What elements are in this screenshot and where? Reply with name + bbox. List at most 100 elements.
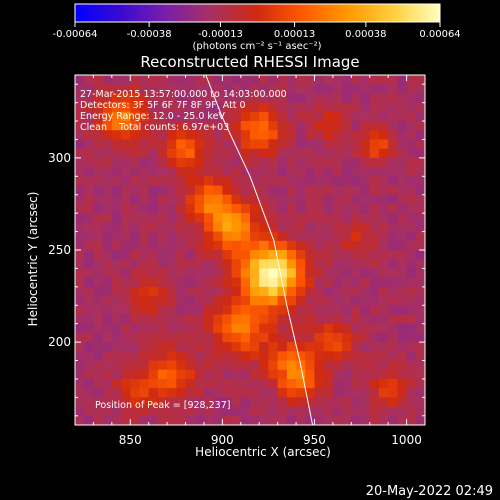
heatmap-cell — [286, 148, 297, 159]
heatmap-cell — [351, 305, 362, 316]
heatmap-cell — [415, 286, 425, 297]
heatmap-cell — [231, 176, 242, 187]
heatmap-cell — [277, 250, 288, 260]
heatmap-cell — [378, 369, 389, 380]
heatmap-cell — [388, 342, 398, 352]
heatmap-cell — [360, 305, 371, 316]
heatmap-cell — [332, 268, 343, 279]
heatmap-cell — [203, 378, 214, 389]
heatmap-cell — [406, 415, 417, 425]
heatmap-cell — [268, 130, 279, 141]
heatmap-cell — [213, 314, 223, 325]
heatmap-cell — [185, 296, 196, 306]
heatmap-cell — [277, 351, 288, 362]
heatmap-cell — [351, 259, 362, 270]
heatmap-cell — [250, 332, 260, 343]
heatmap-cell — [148, 102, 159, 113]
heatmap-cell — [213, 369, 223, 380]
heatmap-cell — [213, 351, 223, 362]
heatmap-cell — [296, 351, 306, 362]
heatmap-cell — [388, 305, 398, 316]
heatmap-cell — [111, 388, 122, 398]
heatmap-cell — [296, 213, 306, 223]
heatmap-cell — [111, 351, 122, 362]
heatmap-cell — [369, 369, 380, 380]
heatmap-cell — [194, 167, 205, 177]
heatmap-cell — [130, 102, 141, 113]
heatmap-cell — [305, 75, 316, 85]
heatmap-cell — [231, 231, 242, 242]
heatmap-cell — [231, 148, 242, 159]
heatmap-cell — [351, 240, 362, 251]
heatmap-cell — [305, 84, 316, 95]
heatmap-cell — [139, 176, 150, 187]
heatmap-cell — [121, 185, 131, 196]
heatmap-cell — [194, 360, 205, 371]
heatmap-cell — [360, 157, 371, 168]
x-tick-label: 850 — [119, 433, 142, 447]
heatmap-cell — [415, 415, 425, 425]
heatmap-cell — [75, 369, 85, 380]
heatmap-cell — [130, 213, 141, 223]
heatmap-cell — [406, 351, 417, 362]
heatmap-cell — [176, 194, 187, 205]
heatmap-cell — [75, 406, 85, 417]
heatmap-cell — [194, 231, 205, 242]
heatmap-cell — [259, 314, 270, 325]
heatmap-cell — [231, 406, 242, 417]
heatmap-cell — [369, 222, 380, 233]
heatmap-cell — [121, 296, 131, 306]
heatmap-cell — [259, 231, 270, 242]
heatmap-cell — [111, 323, 122, 334]
heatmap-cell — [388, 93, 398, 104]
heatmap-cell — [130, 157, 141, 168]
heatmap-cell — [351, 323, 362, 334]
heatmap-cell — [111, 259, 122, 270]
heatmap-cell — [194, 342, 205, 352]
heatmap-cell — [222, 397, 233, 408]
heatmap-cell — [268, 185, 279, 196]
heatmap-cell — [121, 388, 131, 398]
heatmap-cell — [277, 139, 288, 150]
heatmap-cell — [296, 231, 306, 242]
heatmap-cell — [323, 332, 334, 343]
heatmap-cell — [176, 286, 187, 297]
heatmap-cell — [157, 378, 168, 389]
heatmap-cell — [360, 75, 371, 85]
heatmap-cell — [259, 369, 270, 380]
heatmap-cell — [286, 102, 297, 113]
heatmap-cell — [314, 388, 325, 398]
heatmap-cell — [222, 286, 233, 297]
heatmap-cell — [213, 84, 223, 95]
heatmap-cell — [378, 93, 389, 104]
heatmap-cell — [406, 167, 417, 177]
heatmap-cell — [176, 84, 187, 95]
heatmap-cell — [305, 93, 316, 104]
heatmap-cell — [139, 296, 150, 306]
heatmap-cell — [139, 360, 150, 371]
heatmap-cell — [84, 231, 95, 242]
heatmap-cell — [157, 351, 168, 362]
heatmap-cell — [268, 259, 279, 270]
heatmap-cell — [102, 397, 113, 408]
heatmap-cell — [259, 130, 270, 141]
heatmap-cell — [167, 84, 177, 95]
heatmap-cell — [397, 130, 408, 141]
heatmap-cell — [213, 406, 223, 417]
heatmap-cell — [139, 250, 150, 260]
heatmap-cell — [121, 213, 131, 223]
heatmap-cell — [148, 222, 159, 233]
heatmap-cell — [84, 305, 95, 316]
heatmap-cell — [296, 286, 306, 297]
heatmap-cell — [351, 213, 362, 223]
heatmap-cell — [203, 84, 214, 95]
heatmap-cell — [139, 342, 150, 352]
heatmap-cell — [75, 185, 85, 196]
heatmap-cell — [268, 222, 279, 233]
heatmap-cell — [286, 268, 297, 279]
heatmap-cell — [259, 121, 270, 131]
heatmap-cell — [268, 397, 279, 408]
heatmap-cell — [167, 388, 177, 398]
heatmap-cell — [369, 185, 380, 196]
heatmap-cell — [397, 342, 408, 352]
